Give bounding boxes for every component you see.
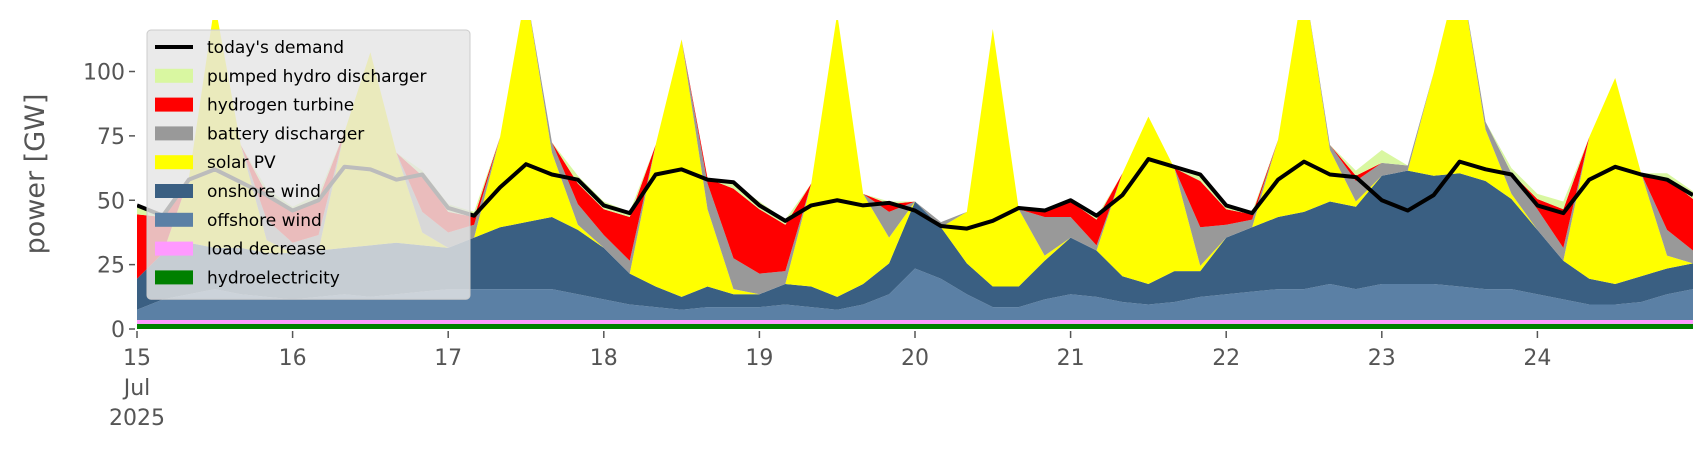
- legend-label: pumped hydro discharger: [207, 67, 426, 87]
- y-tick-label: 50: [97, 189, 125, 214]
- y-tick-label: 75: [97, 125, 125, 150]
- legend-swatch: [155, 126, 193, 141]
- y-tick-label: 100: [83, 61, 125, 86]
- y-tick-label: 0: [111, 318, 125, 343]
- area-4: [137, 20, 1693, 297]
- y-axis-label: power [GW]: [20, 94, 51, 255]
- legend-swatch: [155, 184, 193, 198]
- x-tick-label: 20: [901, 346, 929, 371]
- legend-swatch: [155, 270, 193, 285]
- legend-swatch: [155, 68, 193, 83]
- legend-swatch: [155, 212, 193, 227]
- area-2: [137, 268, 1693, 320]
- legend-label: solar PV: [207, 153, 276, 173]
- area-3: [137, 170, 1693, 310]
- legend-label: offshore wind: [207, 211, 322, 231]
- x-tick-label: 16: [279, 346, 307, 371]
- x-tick-label: 22: [1212, 346, 1240, 371]
- legend-label: today's demand: [207, 38, 344, 58]
- legend-swatch: [155, 155, 193, 170]
- legend-label: hydrogen turbine: [207, 96, 354, 116]
- x-tick-label: 15 Jul 2025: [109, 346, 165, 431]
- x-tick-label: 21: [1057, 346, 1085, 371]
- y-tick-label: 25: [97, 254, 125, 279]
- legend-swatch: [155, 241, 193, 256]
- legend: today's demand pumped hydro discharger hyd…: [146, 29, 471, 300]
- axes: 0 25 50 75 100 15 Jul 2025 16 17 18 19 20 21 22 23 24: [83, 61, 1551, 432]
- x-tick-label: 17: [434, 346, 462, 371]
- legend-label: hydroelectricity: [207, 268, 340, 288]
- x-tick-label: 18: [590, 346, 618, 371]
- legend-label: onshore wind: [207, 182, 321, 202]
- x-tick-label: 24: [1523, 346, 1551, 371]
- legend-label: load decrease: [207, 240, 326, 260]
- x-tick-label: 19: [745, 346, 773, 371]
- legend-swatch: [155, 97, 193, 112]
- legend-label: battery discharger: [207, 124, 364, 144]
- legend-box: [146, 29, 471, 300]
- area-1: [137, 319, 1693, 324]
- area-0: [137, 323, 1693, 329]
- x-tick-label: 23: [1368, 346, 1396, 371]
